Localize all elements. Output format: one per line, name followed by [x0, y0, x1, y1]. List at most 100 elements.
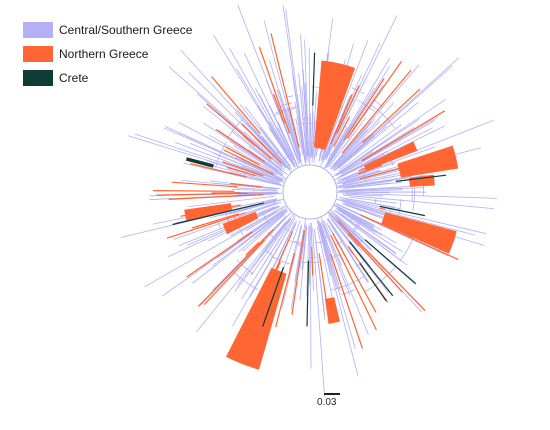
- tree-internal-arc: [322, 150, 336, 158]
- tree-internal-arc: [284, 152, 290, 156]
- tree-branch: [319, 228, 359, 376]
- northern-greece-branch: [337, 220, 426, 312]
- tree-branch: [336, 198, 387, 214]
- tree-branch: [339, 208, 374, 228]
- tree-branch: [341, 199, 487, 235]
- northern-greece-branch: [180, 204, 241, 217]
- tree-branch: [255, 139, 283, 166]
- tree-branch: [299, 226, 308, 301]
- tree-branch: [212, 182, 276, 190]
- northern-greece-clade: [226, 267, 287, 370]
- tree-branch: [332, 118, 375, 167]
- tree-branch: [343, 180, 392, 188]
- tree-branch: [332, 120, 381, 170]
- tree-branch: [326, 42, 381, 158]
- northern-greece-branch: [152, 190, 235, 192]
- tree-branch: [246, 122, 284, 164]
- tree-branch: [285, 9, 306, 154]
- northern-greece-branch: [166, 212, 246, 239]
- legend-label: Central/Southern Greece: [59, 23, 193, 37]
- tree-branch: [340, 116, 439, 175]
- tree-internal-arc: [316, 241, 323, 244]
- legend-swatch-northern-greece: [23, 46, 53, 62]
- tree-internal-arc: [267, 151, 278, 164]
- tree-branch: [328, 214, 371, 267]
- tree-internal-arc: [271, 255, 291, 265]
- crete-branch: [306, 260, 310, 327]
- tree-branch: [281, 226, 303, 308]
- tree-branch: [248, 152, 284, 176]
- tree-branch: [320, 216, 342, 266]
- tree-branch: [338, 102, 419, 169]
- northern-greece-branch: [197, 228, 275, 307]
- tree-branch: [294, 230, 304, 282]
- tree-branch: [329, 213, 359, 247]
- northern-greece-branch: [347, 232, 403, 293]
- tree-branch: [248, 145, 283, 172]
- tree-branch: [263, 20, 301, 157]
- tree-branch: [163, 127, 284, 181]
- tree-branch: [335, 151, 374, 176]
- tree-branch: [257, 105, 294, 165]
- northern-greece-branch: [186, 231, 253, 278]
- northern-greece-branch: [225, 146, 260, 166]
- tree-branch: [269, 128, 295, 168]
- tree-branch: [239, 104, 293, 170]
- tree-branch: [286, 110, 302, 162]
- northern-greece-clade: [184, 203, 233, 221]
- northern-greece-branch: [211, 76, 261, 135]
- northern-greece-branch: [330, 235, 377, 331]
- tree-internal-arc: [282, 226, 291, 232]
- tree-branch: [311, 111, 314, 157]
- scale-bar-label: 0.03: [317, 396, 337, 408]
- tree-branch: [306, 225, 310, 297]
- tree-branch: [213, 34, 291, 161]
- legend-swatch-central-southern-greece: [23, 22, 53, 38]
- northern-greece-branch: [243, 135, 256, 147]
- tree-branch: [237, 218, 290, 286]
- tree-internal-arc: [324, 253, 341, 260]
- tree-branch: [244, 106, 292, 168]
- northern-greece-branch: [321, 90, 341, 150]
- tree-branch: [345, 204, 382, 219]
- crete-clade: [185, 157, 214, 168]
- tree-branch: [334, 99, 446, 176]
- northern-greece-branch: [268, 261, 281, 290]
- tree-branch: [339, 127, 433, 177]
- tree-branch: [241, 223, 290, 299]
- tree-branch: [335, 207, 376, 234]
- legend-item-crete: Crete: [23, 70, 192, 86]
- tree-internal-arc: [285, 95, 294, 98]
- tree-branch: [338, 185, 415, 191]
- tree-branch: [345, 169, 380, 182]
- northern-greece-branch: [168, 193, 264, 200]
- northern-greece-branch: [215, 129, 265, 163]
- tree-internal-arc: [276, 204, 279, 209]
- tree-branch: [196, 221, 287, 332]
- tree-branch: [246, 208, 286, 236]
- tree-branch: [229, 171, 282, 186]
- tree-branch: [335, 102, 395, 165]
- collapsed-clades: [184, 60, 459, 370]
- tree-internal-arc: [340, 289, 355, 296]
- tree-branch: [241, 165, 284, 183]
- northern-greece-branch: [241, 123, 282, 164]
- tree-branch: [342, 146, 436, 181]
- tree-branch: [338, 189, 403, 192]
- tree-internal-arc: [322, 236, 328, 239]
- tree-branch: [284, 118, 300, 162]
- tree-internal-arc: [351, 87, 365, 95]
- tree-internal-arc: [261, 210, 271, 225]
- tree-branch: [336, 205, 375, 226]
- tree-branch: [333, 135, 375, 172]
- tree-branch: [347, 182, 390, 189]
- tree-branch: [187, 195, 275, 207]
- tree-branch: [313, 229, 326, 320]
- tree-branch: [338, 173, 406, 187]
- tree-branch: [332, 129, 368, 168]
- tree-branch: [337, 209, 403, 253]
- tree-branch: [168, 66, 283, 168]
- northern-greece-branch: [332, 232, 377, 313]
